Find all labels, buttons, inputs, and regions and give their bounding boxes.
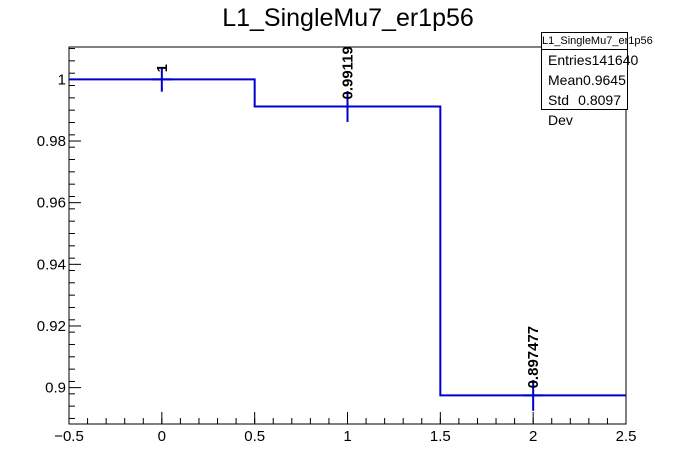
x-tick-label: 0.5: [244, 428, 265, 445]
stats-row-stddev: Std Dev 0.8097: [542, 90, 627, 128]
x-tick-label: 1: [343, 428, 351, 445]
bin-data-label: 1: [154, 64, 171, 72]
x-tick-label: 0: [158, 428, 166, 445]
y-tick-label: 0.9: [45, 380, 66, 397]
stats-title: L1_SingleMu7_er1p56: [542, 33, 653, 50]
bin-data-label: 0.897477: [525, 326, 542, 389]
stats-label-stddev: Std Dev: [548, 92, 573, 128]
y-tick-label: 0.94: [37, 256, 66, 273]
bin-data-label: 0.99119: [340, 46, 357, 99]
histogram-outline: [69, 78, 626, 397]
stats-label-mean: Mean: [548, 72, 584, 88]
y-tick-label: 1: [58, 71, 66, 88]
stats-row-mean: Mean 0.9645: [542, 70, 627, 90]
stats-value-mean: 0.9645: [583, 72, 626, 88]
stats-row-entries: Entries 141640: [542, 50, 638, 70]
x-tick-label: 1.5: [430, 428, 451, 445]
chart-title: L1_SingleMu7_er1p56: [222, 4, 474, 32]
x-tick-label: −0.5: [54, 428, 84, 445]
y-tick-label: 0.96: [37, 195, 66, 212]
stats-value-entries: 141640: [591, 52, 639, 68]
stats-box: L1_SingleMu7_er1p56 Entries 141640 Mean …: [541, 32, 653, 128]
y-tick-label: 0.98: [37, 133, 66, 150]
stats-value-stddev: 0.8097: [578, 92, 621, 108]
stats-label-entries: Entries: [548, 52, 592, 68]
x-tick-label: 2.5: [616, 428, 637, 445]
x-tick-label: 2: [529, 428, 537, 445]
y-tick-label: 0.92: [37, 318, 66, 335]
